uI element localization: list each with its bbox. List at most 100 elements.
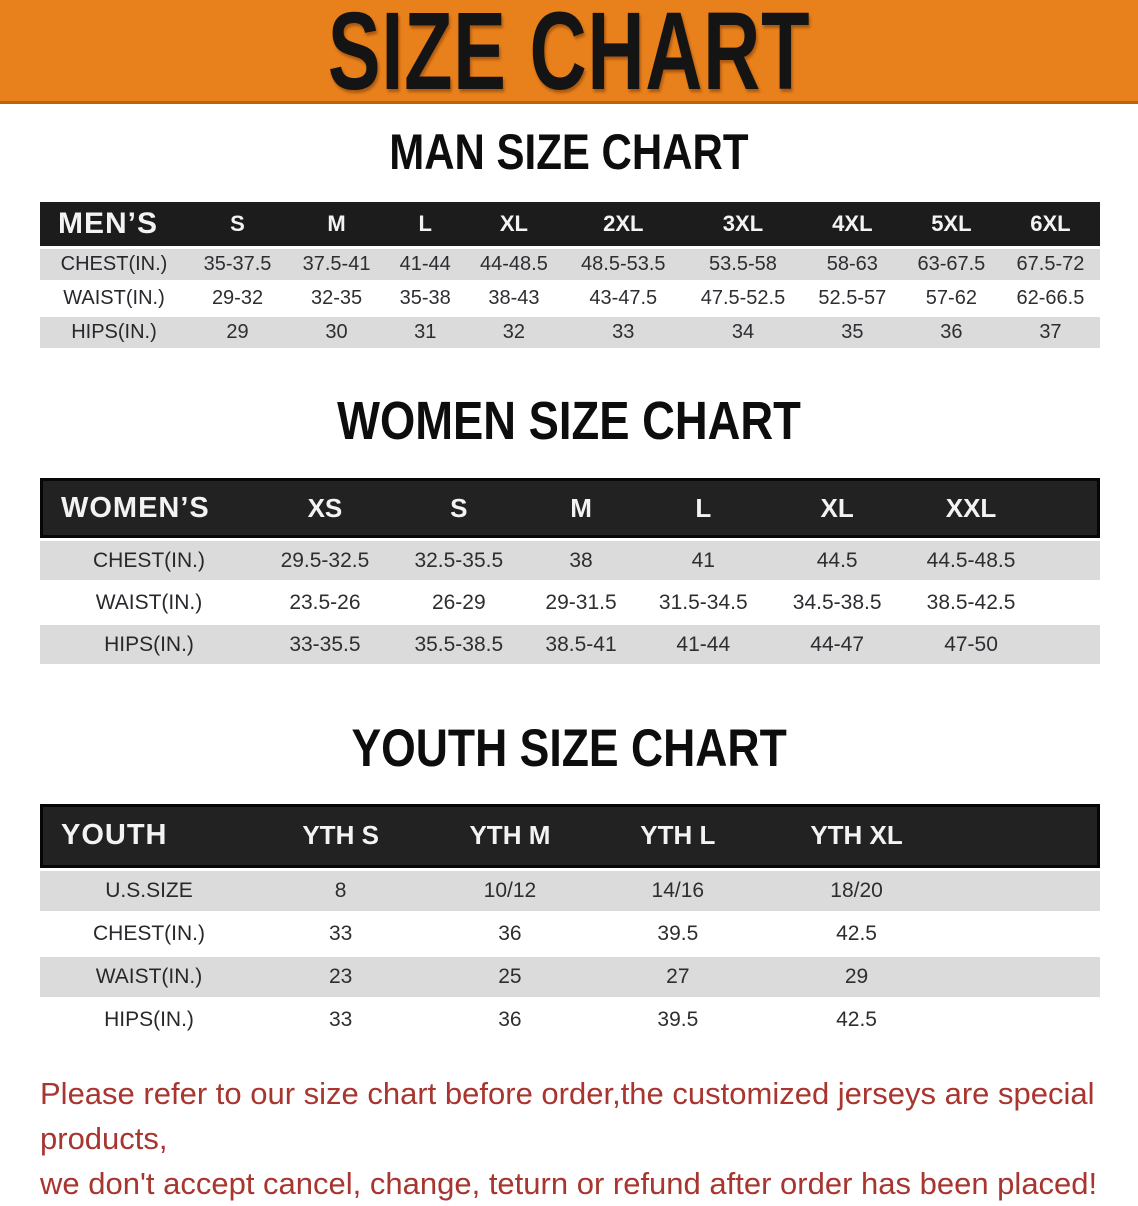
men-row-label: CHEST(IN.): [40, 248, 188, 280]
banner-title: SIZE CHART: [327, 0, 811, 104]
men-column-header-2: M: [287, 201, 387, 246]
youth-row-spacer-cell: [954, 1000, 1100, 1040]
youth-table-row: WAIST(IN.) 23 25 27 29: [40, 956, 1100, 997]
men-column-header-7: 4XL: [802, 201, 902, 246]
youth-size-value-cell: 39.5: [657, 1007, 699, 1031]
women-size-value-cell: 38.5-42.5: [926, 590, 1016, 614]
women-size-value-cell: 44.5: [770, 541, 905, 581]
men-size-value-cell: 32: [464, 316, 564, 348]
youth-column-header-3: YTH L: [596, 803, 760, 868]
youth-size-value-cell: 42.5: [836, 921, 877, 945]
youth-size-chart-title: YOUTH SIZE CHART: [351, 719, 787, 779]
men-row-label: WAIST(IN.): [63, 286, 165, 309]
youth-row-spacer-cell: [954, 870, 1100, 911]
men-size-value-cell: 63-67.5: [901, 248, 1001, 280]
women-row-label: HIPS(IN.): [40, 625, 258, 665]
men-size-value-cell: 57-62: [925, 286, 977, 309]
men-size-value-cell: 58-63: [802, 248, 902, 280]
youth-size-value-cell: 8: [258, 870, 424, 911]
men-column-header-4: XL: [464, 201, 564, 246]
youth-size-value-cell: 18/20: [759, 870, 954, 911]
youth-row-spacer-cell: [954, 956, 1100, 997]
youth-table-row: U.S.SIZE 8 10/12 14/16 18/20: [40, 870, 1100, 911]
men-size-value-cell: 37.5-41: [287, 248, 387, 280]
women-row-label: CHEST(IN.): [40, 541, 258, 581]
order-disclaimer: Please refer to our size chart before or…: [40, 1071, 1102, 1206]
women-row-spacer-cell: [1038, 541, 1100, 581]
men-size-value-cell: 36: [901, 316, 1001, 348]
women-column-header-5: XL: [770, 478, 905, 539]
youth-size-value-cell: 33: [328, 1007, 353, 1031]
youth-size-value-cell: 25: [423, 956, 597, 997]
men-size-value-cell: 53.5-58: [683, 248, 803, 280]
men-size-value-cell: 34: [683, 316, 803, 348]
men-size-value-cell: 67.5-72: [1000, 248, 1100, 280]
women-size-value-cell: 23.5-26: [289, 590, 361, 614]
women-size-value-cell: 41: [636, 541, 771, 581]
youth-size-value-cell: 33: [328, 921, 353, 945]
women-size-value-cell: 33-35.5: [258, 625, 392, 665]
women-size-table: WOMEN’S XS S M L XL XXL CHEST(IN.) 29.5-32.5 32.…: [40, 475, 1100, 667]
men-size-value-cell: 29-32: [211, 286, 264, 309]
youth-size-value-cell: 39.5: [657, 921, 699, 945]
men-size-value-cell: 62-66.5: [1016, 286, 1085, 309]
youth-header-spacer-cell: [954, 803, 1100, 868]
youth-row-label: U.S.SIZE: [40, 870, 258, 911]
youth-size-value-cell: 29: [759, 956, 954, 997]
men-group-label: MEN’S: [40, 201, 188, 246]
youth-group-label: YOUTH: [40, 803, 258, 868]
youth-table-row: HIPS(IN.) 33 36 39.5 42.5: [40, 1000, 1100, 1040]
men-size-value-cell: 43-47.5: [589, 286, 658, 309]
men-size-value-cell: 35-37.5: [188, 248, 288, 280]
size-chart-banner: SIZE CHART: [0, 0, 1138, 104]
women-size-value-cell: 26-29: [431, 590, 486, 614]
youth-size-value-cell: 27: [596, 956, 760, 997]
youth-row-label: CHEST(IN.): [93, 921, 205, 945]
women-size-value-cell: 41-44: [636, 625, 771, 665]
youth-size-value-cell: 42.5: [836, 1007, 877, 1031]
youth-size-table: YOUTH YTH S YTH M YTH L YTH XL U.S.SIZE 8 10/1…: [40, 801, 1100, 1043]
men-table-row: HIPS(IN.) 29 30 31 32 33 34 35 36 37: [40, 316, 1100, 348]
men-size-value-cell: 31: [386, 316, 465, 348]
youth-table-header-row: YOUTH YTH S YTH M YTH L YTH XL: [40, 803, 1100, 868]
women-row-spacer-cell: [1038, 583, 1100, 622]
women-row-spacer-cell: [1038, 625, 1100, 665]
youth-row-label: WAIST(IN.): [40, 956, 258, 997]
men-size-table: MEN’S S M L XL 2XL 3XL 4XL 5XL 6XL CHEST(IN.) 35-3…: [40, 199, 1100, 351]
men-column-header-9: 6XL: [1000, 201, 1100, 246]
men-row-label: HIPS(IN.): [40, 316, 188, 348]
men-table-row: WAIST(IN.) 29-32 32-35 35-38 38-43 43-47.5 47.…: [40, 283, 1100, 314]
man-size-chart-title: MAN SIZE CHART: [389, 124, 749, 180]
youth-section-header: YOUTH SIZE CHART: [0, 721, 1138, 777]
women-size-value-cell: 38: [525, 541, 637, 581]
men-size-value-cell: 38-43: [488, 286, 540, 309]
youth-size-value-cell: 10/12: [423, 870, 597, 911]
women-size-chart-title: WOMEN SIZE CHART: [337, 390, 801, 451]
women-size-value-cell: 34.5-38.5: [792, 590, 882, 614]
women-column-header-4: L: [636, 478, 771, 539]
women-size-value-cell: 44.5-48.5: [904, 541, 1038, 581]
youth-table-row: CHEST(IN.) 33 36 39.5 42.5: [40, 914, 1100, 954]
women-size-value-cell: 47-50: [904, 625, 1038, 665]
women-column-header-2: S: [391, 478, 526, 539]
men-size-value-cell: 29: [188, 316, 288, 348]
women-size-value-cell: 31.5-34.5: [658, 590, 748, 614]
man-section-header: MAN SIZE CHART: [0, 126, 1138, 179]
women-section-header: WOMEN SIZE CHART: [0, 390, 1138, 451]
women-size-value-cell: 44-47: [770, 625, 905, 665]
women-size-value-cell: 35.5-38.5: [391, 625, 526, 665]
women-size-value-cell: 32.5-35.5: [391, 541, 526, 581]
men-size-value-cell: 44-48.5: [464, 248, 564, 280]
women-column-header-1: XS: [258, 478, 392, 539]
men-table-row: CHEST(IN.) 35-37.5 37.5-41 41-44 44-48.5 48.5…: [40, 248, 1100, 280]
men-size-value-cell: 52.5-57: [818, 286, 887, 309]
men-size-value-cell: 37: [1000, 316, 1100, 348]
youth-column-header-2: YTH M: [423, 803, 597, 868]
men-column-header-5: 2XL: [563, 201, 684, 246]
youth-size-value-cell: 23: [258, 956, 424, 997]
youth-size-value-cell: 14/16: [596, 870, 760, 911]
women-table-row: WAIST(IN.) 23.5-26 26-29 29-31.5 31.5-34.5 34…: [40, 583, 1100, 622]
men-size-value-cell: 35: [802, 316, 902, 348]
women-column-header-3: M: [525, 478, 637, 539]
women-size-value-cell: 29.5-32.5: [258, 541, 392, 581]
